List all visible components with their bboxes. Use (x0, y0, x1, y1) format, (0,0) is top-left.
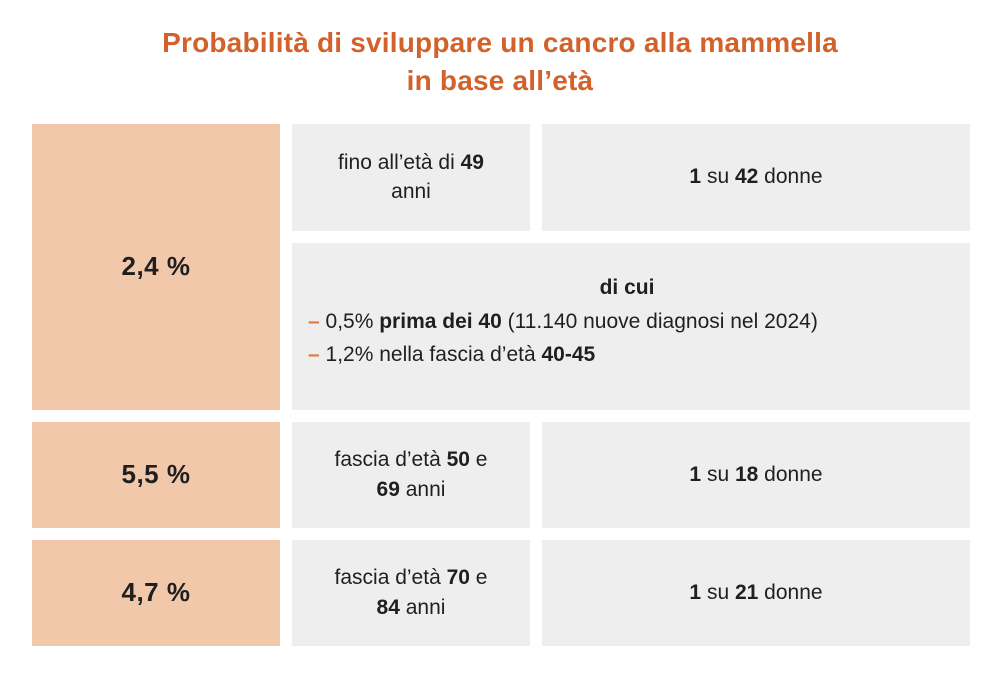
percent-cell-under-49: 2,4 % (32, 123, 280, 410)
ratio-text: 1 su 42 donne (689, 165, 823, 189)
ratio-text: 1 su 18 donne (689, 462, 823, 486)
ratio-cell-70-84: 1 su 21 donne (542, 539, 970, 646)
percent-value: 5,5 % (121, 459, 191, 490)
ratio-cell-under-49: 1 su 42 donne (542, 123, 970, 231)
probability-table: 2,4 % fino all’età di 49 anni 1 su 42 don… (32, 123, 970, 646)
page-title: Probabilità di sviluppare un cancro alla… (0, 24, 1000, 100)
age-cell-50-69: fascia d’età 50 e 69 anni (292, 421, 530, 528)
breakdown-item: – 0,5% prima dei 40 (11.140 nuove diagno… (308, 310, 818, 334)
percent-value: 2,4 % (121, 251, 191, 282)
age-cell-70-84: fascia d’età 70 e 84 anni (292, 539, 530, 646)
breakdown-cell: di cui – 0,5% prima dei 40 (11.140 nuove… (292, 242, 970, 410)
ratio-text: 1 su 21 donne (689, 580, 823, 604)
ratio-cell-50-69: 1 su 18 donne (542, 421, 970, 528)
breakdown-item: – 1,2% nella fascia d’età 40-45 (308, 342, 596, 366)
percent-cell-50-69: 5,5 % (32, 421, 280, 528)
age-range-text: fascia d’età 70 e 84 anni (334, 566, 488, 619)
percent-value: 4,7 % (121, 577, 191, 608)
title-line-2: in base all’età (406, 64, 594, 96)
age-range-text: fascia d’età 50 e 69 anni (334, 448, 488, 501)
percent-cell-70-84: 4,7 % (32, 539, 280, 646)
breakdown-list: – 0,5% prima dei 40 (11.140 nuove diagno… (308, 306, 946, 371)
age-range-text: fino all’età di 49 anni (338, 150, 484, 204)
title-line-1: Probabilità di sviluppare un cancro alla… (162, 27, 838, 58)
breakdown-heading: di cui (599, 275, 655, 299)
age-cell-under-49: fino all’età di 49 anni (292, 123, 530, 231)
